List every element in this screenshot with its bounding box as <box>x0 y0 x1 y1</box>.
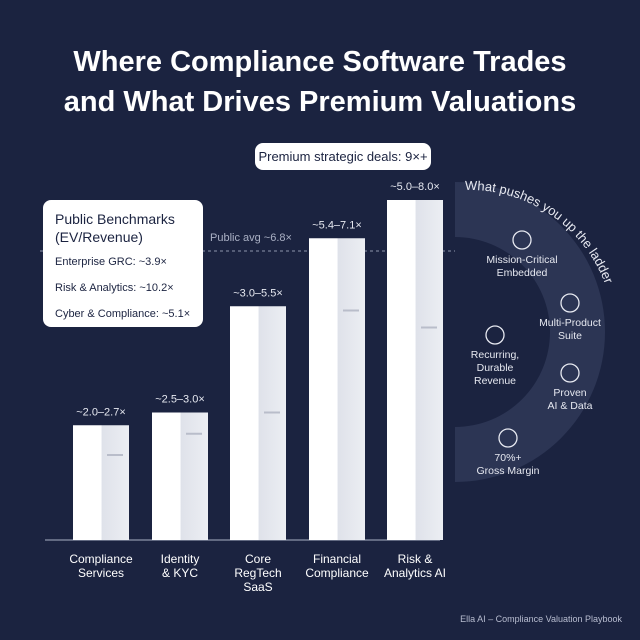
benchmark-item: Enterprise GRC: ~3.9× <box>55 256 167 268</box>
average-label: Public avg ~6.8× <box>210 232 292 244</box>
driver-label: Mission-Critical Embedded <box>486 254 558 279</box>
bar <box>309 238 365 540</box>
title: Where Compliance Software Trades and Wha… <box>63 46 577 118</box>
driver-label: 70%+ Gross Margin <box>476 452 540 477</box>
value-label: ~2.5–3.0× <box>155 394 205 406</box>
x-tick-label: Core RegTech SaaS <box>234 552 282 594</box>
callout: Premium strategic deals: 9×+ <box>255 143 431 170</box>
value-label: ~5.4–7.1× <box>312 219 362 231</box>
driver-label: Recurring, Durable Revenue <box>470 349 520 387</box>
value-label: ~5.0–8.0× <box>390 181 440 193</box>
value-label: ~3.0–5.5× <box>233 287 283 299</box>
benchmark-item: Cyber & Compliance: ~5.1× <box>55 308 191 320</box>
driver-icon <box>560 363 580 383</box>
benchmark-title: Public Benchmarks (EV/Revenue) <box>55 211 175 245</box>
driver-icon <box>512 230 532 250</box>
driver-label: Proven AI & Data <box>547 387 593 412</box>
driver-arc <box>455 182 605 482</box>
driver-icon <box>560 293 580 313</box>
x-tick-label: Identity & KYC <box>160 552 200 580</box>
bar <box>230 306 286 540</box>
x-tick-label: Financial Compliance <box>305 552 369 580</box>
bar <box>152 412 208 540</box>
benchmark-box: Public Benchmarks (EV/Revenue) Enterpris… <box>43 200 203 327</box>
x-tick-label: Risk & Analytics AI <box>383 552 447 580</box>
x-tick-label: Compliance Services <box>69 552 133 580</box>
driver-icon <box>498 428 518 448</box>
value-label: ~2.0–2.7× <box>76 406 126 418</box>
bar <box>387 200 443 540</box>
benchmark-item: Risk & Analytics: ~10.2× <box>55 282 174 294</box>
driver-label: Multi-Product Suite <box>539 317 601 342</box>
footer: Ella AI – Compliance Valuation Playbook <box>460 614 622 624</box>
driver-icon <box>485 325 505 345</box>
bar <box>73 425 129 540</box>
